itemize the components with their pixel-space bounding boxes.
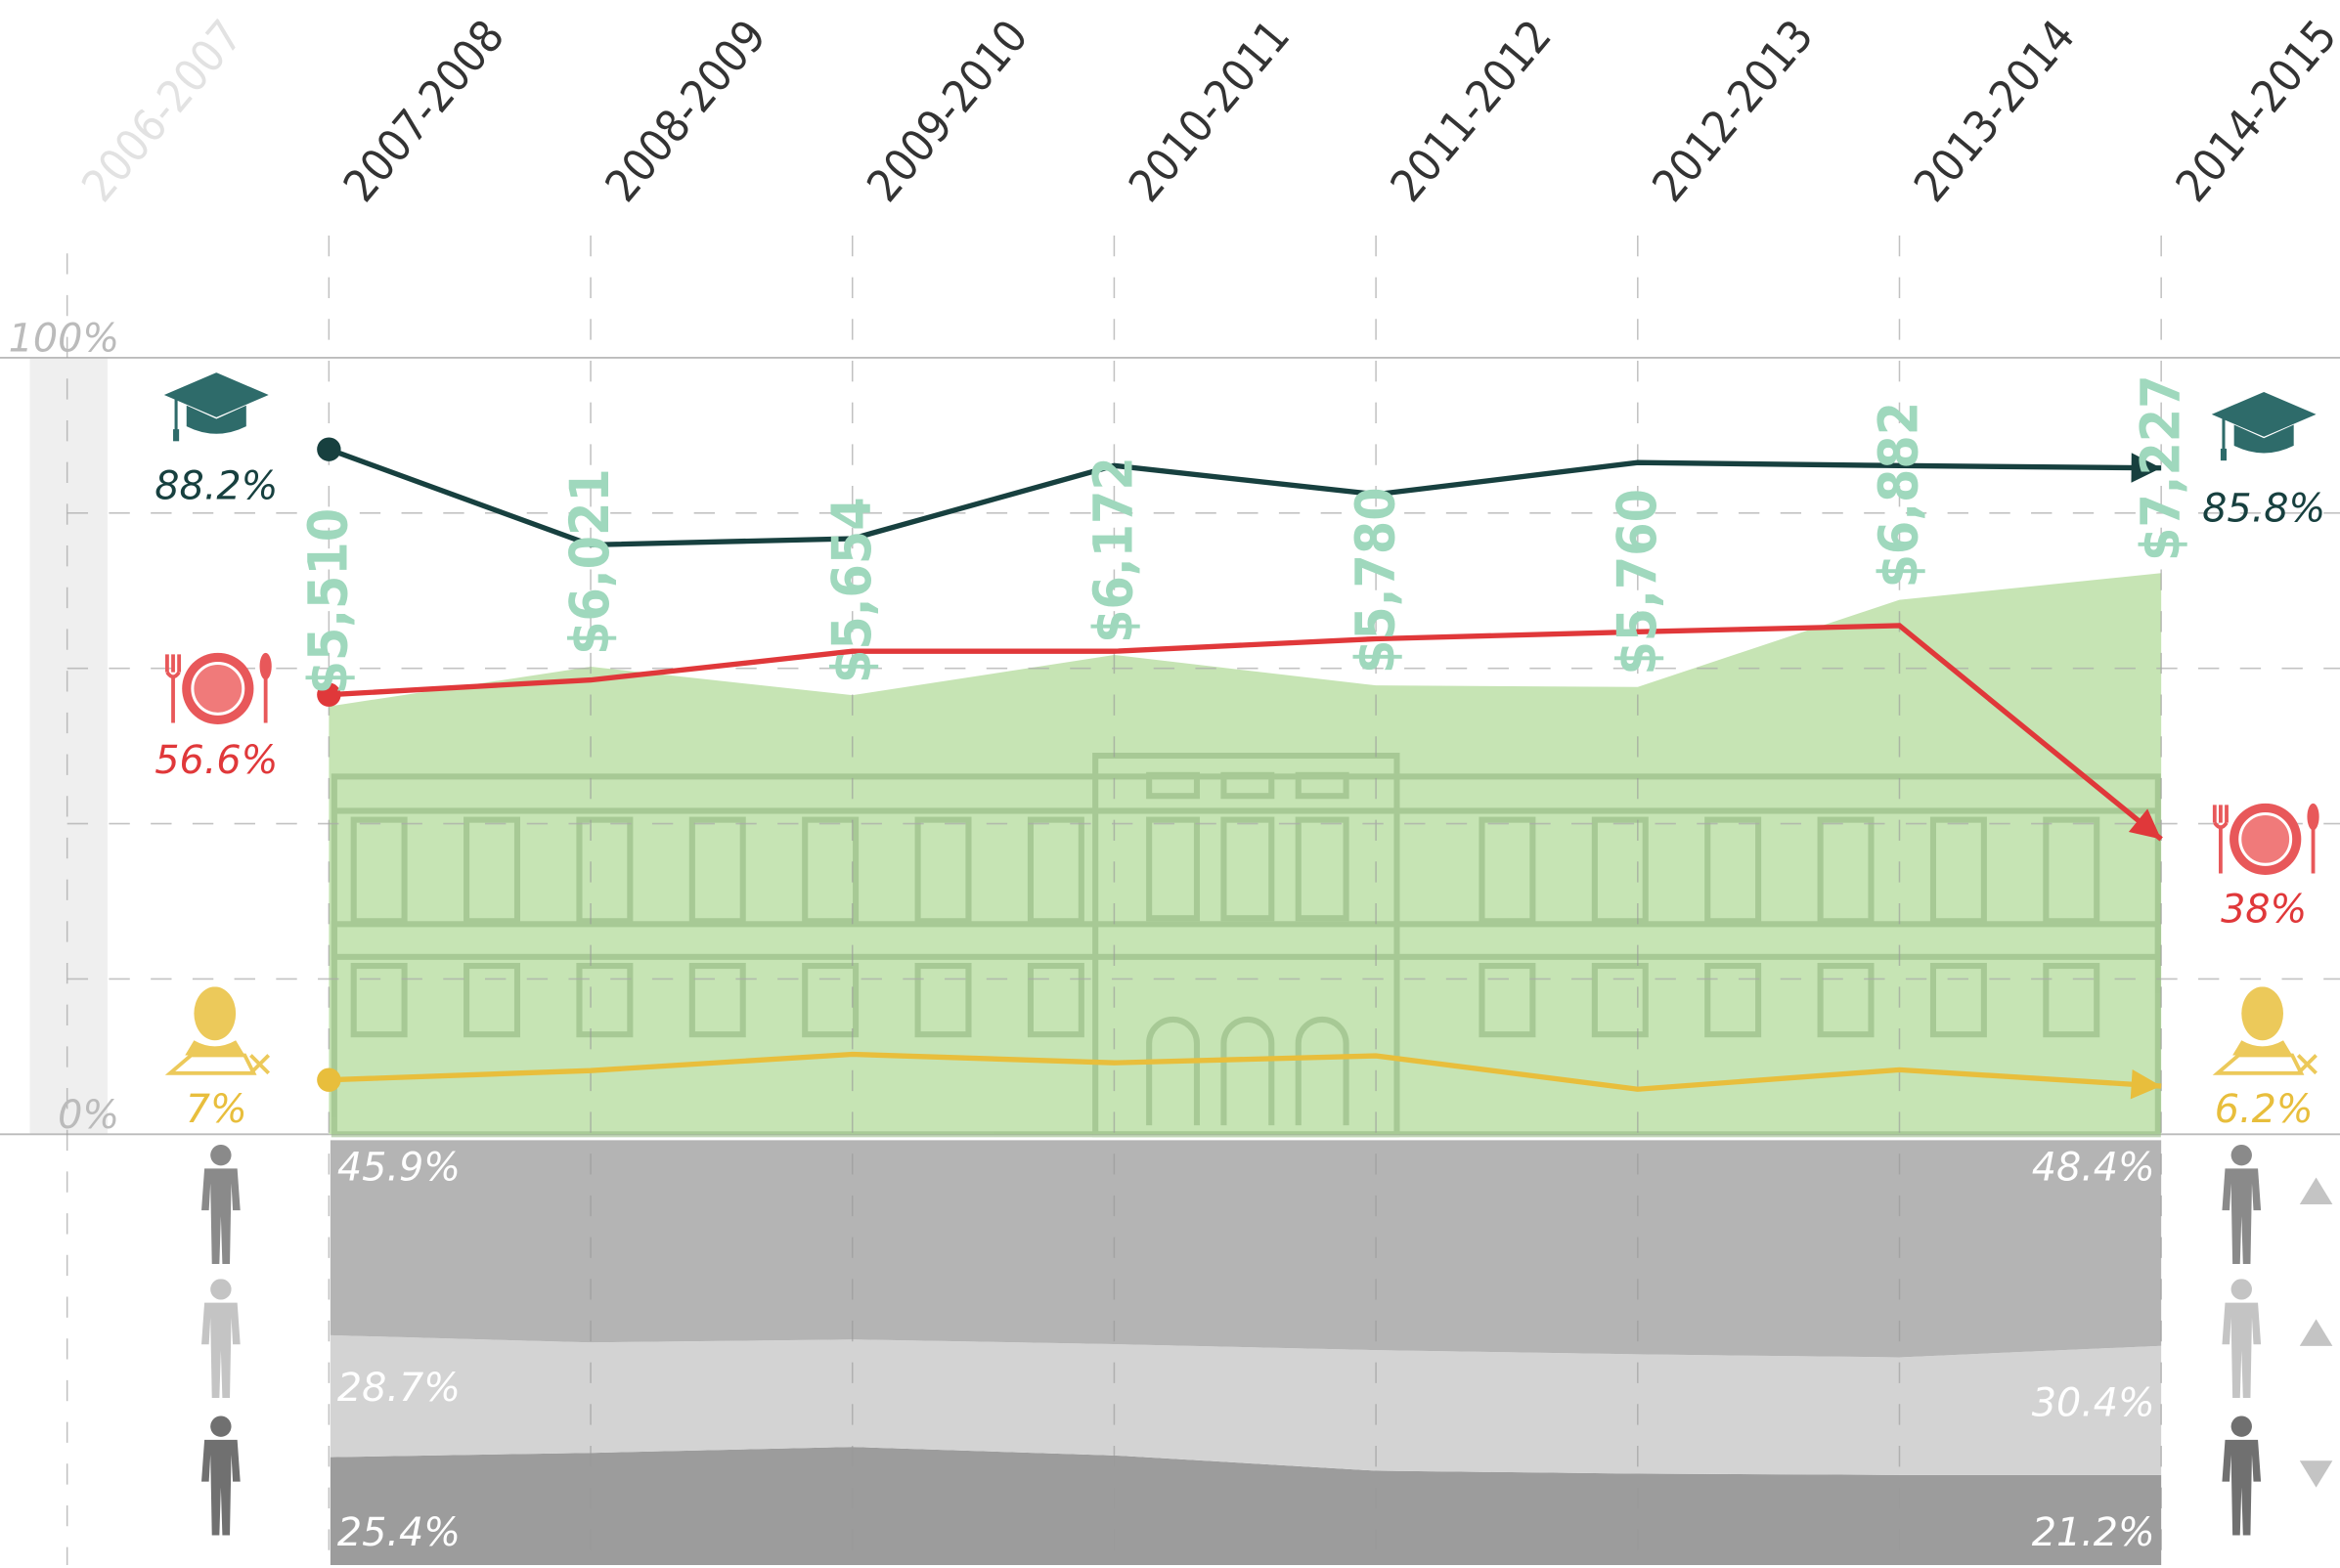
building <box>1092 752 1400 1138</box>
building <box>464 816 521 925</box>
end-arrow <box>2128 808 2162 840</box>
building <box>1704 816 1762 925</box>
building <box>1591 962 1649 1038</box>
value-label: 85.8% <box>2202 486 2325 531</box>
building <box>1817 816 1875 925</box>
person-icon <box>2222 1144 2262 1264</box>
building <box>331 921 2161 960</box>
x-tick-label: 2009-2010 <box>858 11 1038 212</box>
person-icon <box>201 1416 241 1536</box>
value-label: 7% <box>186 1087 247 1132</box>
population-band <box>330 1334 2162 1475</box>
building <box>1220 771 1275 800</box>
building <box>1027 816 1084 925</box>
start-marker <box>317 682 341 707</box>
start-marker <box>317 1067 341 1092</box>
value-label: 48.4% <box>2032 1145 2155 1190</box>
value-label: 6.2% <box>2215 1087 2314 1132</box>
end-arrow <box>2130 1068 2162 1100</box>
building <box>2043 816 2100 925</box>
building <box>1027 962 1084 1038</box>
building <box>688 816 746 925</box>
graduation-icon <box>163 372 269 443</box>
x-tick-label: 2006-2007 <box>72 11 253 212</box>
building <box>1146 1016 1201 1126</box>
building <box>1295 1016 1349 1126</box>
value-label: 21.2% <box>2032 1510 2155 1555</box>
building <box>914 962 972 1038</box>
trend-down <box>2299 1460 2333 1488</box>
spending-label: $5,654 <box>820 497 883 683</box>
x-tick-label: 2013-2014 <box>1904 11 2085 212</box>
graduation-icon <box>2211 392 2317 462</box>
person-icon <box>201 1144 241 1264</box>
unemployed-icon <box>168 986 271 1075</box>
building <box>1591 816 1649 925</box>
spending-label: $5,780 <box>1344 487 1406 674</box>
building <box>914 816 972 925</box>
building <box>1220 816 1275 922</box>
x-tick-label: 2010-2011 <box>1119 11 1300 212</box>
building <box>1146 816 1201 922</box>
building <box>2043 962 2100 1038</box>
building <box>464 962 521 1038</box>
building <box>688 962 746 1038</box>
population-band <box>330 1140 2162 1358</box>
y-tick-label: 100% <box>9 317 119 362</box>
building <box>1479 816 1536 925</box>
building <box>1929 816 1987 925</box>
value-label: 28.7% <box>337 1366 461 1411</box>
line <box>329 623 2163 842</box>
building <box>1929 962 1987 1038</box>
line <box>329 1051 2162 1092</box>
building <box>576 962 634 1038</box>
spending-label: $6,021 <box>558 468 621 655</box>
building <box>1220 1016 1275 1126</box>
value-label: 30.4% <box>2032 1380 2155 1425</box>
spending-area <box>329 573 2162 1135</box>
x-tick-label: 2014-2015 <box>2166 11 2340 212</box>
value-label: 88.2% <box>155 464 278 509</box>
end-arrow <box>2131 453 2162 483</box>
meal-icon <box>2212 802 2321 877</box>
x-tick-label: 2011-2012 <box>1381 11 1562 212</box>
building <box>1704 962 1762 1038</box>
population-band <box>330 1447 2162 1565</box>
value-label: 56.6% <box>155 738 278 783</box>
unemployed-icon <box>2215 986 2318 1075</box>
start-marker <box>317 437 341 461</box>
spending-label: $6,882 <box>1868 402 1930 588</box>
x-tick-label: 2008-2009 <box>596 11 776 212</box>
building <box>1295 771 1349 800</box>
building <box>1146 771 1201 800</box>
value-label: 45.9% <box>337 1145 461 1190</box>
meal-icon <box>165 651 274 726</box>
value-label: 25.4% <box>337 1510 461 1555</box>
axis-band <box>29 357 108 1135</box>
building <box>350 816 408 925</box>
building <box>1479 962 1536 1038</box>
building <box>1817 962 1875 1038</box>
building <box>350 962 408 1038</box>
y-tick-label: 0% <box>58 1093 119 1138</box>
person-icon <box>201 1279 241 1399</box>
person-icon <box>2222 1416 2262 1536</box>
x-tick-label: 2012-2013 <box>1643 11 1824 212</box>
building <box>1295 816 1349 922</box>
spending-label: $6,172 <box>1082 457 1145 643</box>
trend-up <box>2299 1177 2333 1204</box>
trend-up <box>2299 1319 2333 1346</box>
x-tick-label: 2007-2008 <box>333 11 514 212</box>
building <box>576 816 634 925</box>
value-label: 38% <box>2221 888 2307 933</box>
building <box>802 962 860 1038</box>
spending-label: $7,227 <box>2129 374 2191 561</box>
line <box>328 447 2162 548</box>
spending-label: $5,510 <box>297 508 360 695</box>
building <box>802 816 860 925</box>
spending-label: $5,760 <box>1606 489 1668 675</box>
person-icon <box>2222 1279 2262 1399</box>
